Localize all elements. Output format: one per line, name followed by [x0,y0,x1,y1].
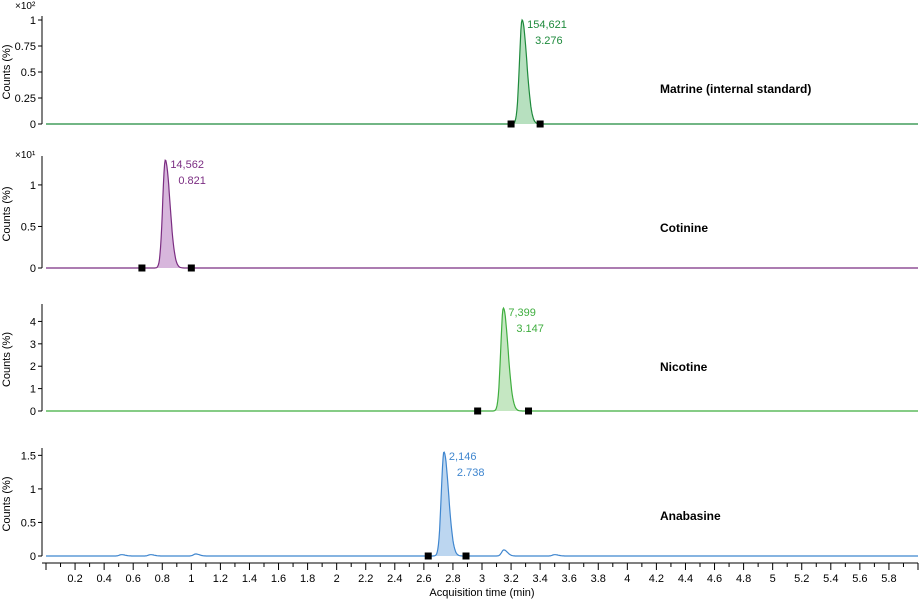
integration-marker [474,407,482,415]
y-tick-label: 0.25 [15,93,36,105]
x-tick-label: 3.6 [562,573,577,585]
integration-marker [138,264,146,272]
x-tick-label: 0.2 [67,573,82,585]
y-tick-label: 0 [30,551,36,563]
y-axis-title: Counts (%) [1,332,13,387]
y-tick-label: 0.5 [21,67,36,79]
x-tick-label: 2.4 [387,573,402,585]
x-tick-label: 4.2 [649,573,664,585]
x-tick-label: 3 [479,573,485,585]
y-tick-label: 0 [30,406,36,418]
compound-name: Anabasine [660,509,721,523]
x-tick-label: 1 [188,573,194,585]
y-tick-label: 0 [30,263,36,275]
panel-matrine: 0 0.25 0.5 0.75 1 Counts (%) ×10² 154,621 3.276 M… [1,1,918,131]
x-tick-label: 0.8 [155,573,170,585]
x-tick-label: 5.8 [881,573,896,585]
y-axis-title: Counts (%) [1,44,13,99]
x-tick-label: 3.2 [503,573,518,585]
panel-nicotine: 0 1 2 3 4 Counts (%) 7,399 3.147 Nicotine [1,304,918,418]
integration-marker [462,552,470,560]
x-tick-label: 0.6 [126,573,141,585]
y-tick-label: 1 [30,15,36,27]
y-scale-exponent: ×10² [15,1,36,12]
x-tick-label: 2.8 [445,573,460,585]
integration-marker [507,120,515,128]
chromatogram-trace [46,159,918,269]
x-tick-label: 4 [624,573,630,585]
y-tick-label: 1 [30,180,36,192]
y-tick-label: 1.5 [21,450,36,462]
y-tick-label: 1 [30,484,36,496]
chromatogram-trace [46,306,918,412]
x-tick-label: 1.4 [242,573,257,585]
x-axis-title: Acquisition time (min) [429,587,534,599]
x-tick-label: 4.6 [707,573,722,585]
y-tick-label: 1 [30,384,36,396]
y-axis-title: Counts (%) [1,476,13,531]
x-tick-label: 2.2 [358,573,373,585]
x-tick-label: 2.6 [416,573,431,585]
y-scale-exponent: ×10¹ [15,150,36,161]
integration-marker [187,264,195,272]
compound-name: Cotinine [660,221,708,235]
x-tick-label: 2 [334,573,340,585]
y-tick-label: 4 [30,316,36,328]
chromatogram-trace [46,451,918,557]
peak-area-label: 154,621 [527,19,567,31]
panel-cotinine: 0 0.5 1 Counts (%) ×10¹ 14,562 0.821 Cotinine [1,150,918,275]
y-tick-label: 0.5 [21,221,36,233]
peak-rt-label: 3.147 [516,323,544,335]
peak-area-label: 2,146 [449,451,477,463]
x-tick-label: 0.4 [96,573,111,585]
compound-name: Matrine (internal standard) [660,82,811,96]
y-tick-label: 3 [30,339,36,351]
x-tick-label: 1.2 [213,573,228,585]
x-tick-label: 5.4 [823,573,838,585]
peak-rt-label: 3.276 [535,35,563,47]
peak-area-label: 7,399 [508,307,536,319]
y-tick-label: 0 [30,119,36,131]
y-tick-label: 2 [30,361,36,373]
x-tick-label: 4.8 [736,573,751,585]
x-tick-label: 3.4 [532,573,547,585]
peak-rt-label: 2.738 [457,467,485,479]
x-tick-label: 1.8 [300,573,315,585]
y-tick-label: 0.5 [21,517,36,529]
x-tick-label: 3.8 [591,573,606,585]
chromatogram-trace [46,18,918,125]
peak-rt-label: 0.821 [178,175,206,187]
x-tick-label: 5.6 [852,573,867,585]
peak-area-fill [507,20,548,124]
x-tick-label: 1.6 [271,573,286,585]
integration-marker [424,552,432,560]
integration-marker [525,407,533,415]
y-axis-title: Counts (%) [1,186,13,241]
y-tick-label: 0.75 [15,41,36,53]
x-axis: 0.2 0.4 0.6 0.8 1 1.2 1.4 1.6 1.8 2 2.2 2.4 2.6 2.8 3 3… [42,562,919,599]
x-tick-label: 5 [770,573,776,585]
x-tick-label: 5.2 [794,573,809,585]
x-tick-label: 4.4 [678,573,693,585]
peak-area-label: 14,562 [170,159,204,171]
panel-anabasine: 0 0.5 1 1.5 Counts (%) 2,146 2.738 Anabasine [1,448,918,563]
compound-name: Nicotine [660,360,708,374]
integration-marker [536,120,544,128]
